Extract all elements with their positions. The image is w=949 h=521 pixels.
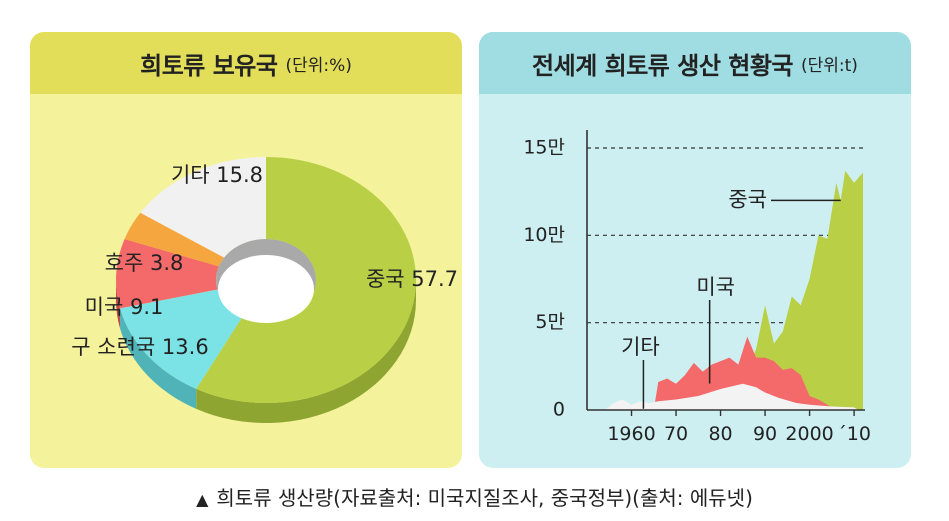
donut-side-0 bbox=[196, 280, 416, 424]
reserves-unit: (단위:%) bbox=[285, 55, 352, 76]
reserves-donut-chart: 중국 57.7 구 소련국 13.6 미국 9.1 호주 3.8 기타 15.8 bbox=[71, 157, 458, 424]
donut-hole bbox=[218, 255, 314, 323]
slice-label-4: 기타 15.8 bbox=[171, 163, 263, 187]
reserves-title: 희토류 보유국 bbox=[140, 51, 278, 80]
figure-caption: ▲ 희토류 생산량(자료출처: 미국지질조사, 중국정부)(출처: 에듀넷) bbox=[0, 482, 949, 511]
reserves-panel: 희토류 보유국 (단위:%) 중국 57.7 구 소련국 13.6 미국 9.1 호주… bbox=[30, 32, 462, 468]
y-tick-label-1: 5만 bbox=[535, 311, 565, 333]
donut-side-2 bbox=[116, 280, 121, 329]
x-tick-label-5: ´10 bbox=[837, 423, 871, 445]
caption-text: 희토류 생산량(자료출처: 미국지질조사, 중국정부)(출처: 에듀넷) bbox=[216, 486, 753, 510]
production-panel: 전세계 희토류 생산 현황국 (단위:t) 0 5만 10만 15만 1960 70 80 9… bbox=[479, 32, 911, 468]
donut-side-1 bbox=[120, 308, 197, 409]
y-tick-label-0: 0 bbox=[553, 399, 565, 421]
production-header: 전세계 희토류 생산 현황국 (단위:t) bbox=[479, 32, 911, 94]
donut-slice-1 bbox=[120, 289, 243, 389]
slice-label-2: 미국 9.1 bbox=[85, 295, 164, 319]
x-tick-label-3: 90 bbox=[753, 423, 777, 445]
x-tick-label-1: 70 bbox=[664, 423, 688, 445]
area-series-2 bbox=[738, 170, 863, 410]
donut-slice-2 bbox=[116, 239, 219, 309]
annotation-label-0: 중국 bbox=[728, 187, 767, 211]
area-series-1 bbox=[653, 336, 837, 410]
y-tick-label-3: 15만 bbox=[523, 137, 565, 159]
slice-label-3: 호주 3.8 bbox=[105, 251, 184, 275]
donut-slice-0 bbox=[196, 157, 416, 404]
y-tick-label-2: 10만 bbox=[523, 224, 565, 246]
annotation-label-1: 미국 bbox=[696, 275, 735, 299]
x-tick-label-2: 80 bbox=[708, 423, 732, 445]
reserves-header: 희토류 보유국 (단위:%) bbox=[30, 32, 462, 94]
production-unit: (단위:t) bbox=[801, 55, 858, 76]
slice-label-0: 중국 57.7 bbox=[366, 267, 458, 291]
x-tick-label-4: 2000 bbox=[785, 423, 833, 445]
slice-label-1: 구 소련국 13.6 bbox=[71, 335, 208, 359]
production-title: 전세계 희토류 생산 현황국 bbox=[532, 51, 793, 80]
annotation-label-2: 기타 bbox=[621, 335, 660, 359]
donut-slice-4 bbox=[140, 157, 266, 258]
x-tick-label-0: 1960 bbox=[607, 423, 655, 445]
donut-slice-3 bbox=[124, 212, 225, 267]
area-series-0 bbox=[604, 383, 859, 410]
caption-triangle-icon: ▲ bbox=[196, 490, 209, 509]
